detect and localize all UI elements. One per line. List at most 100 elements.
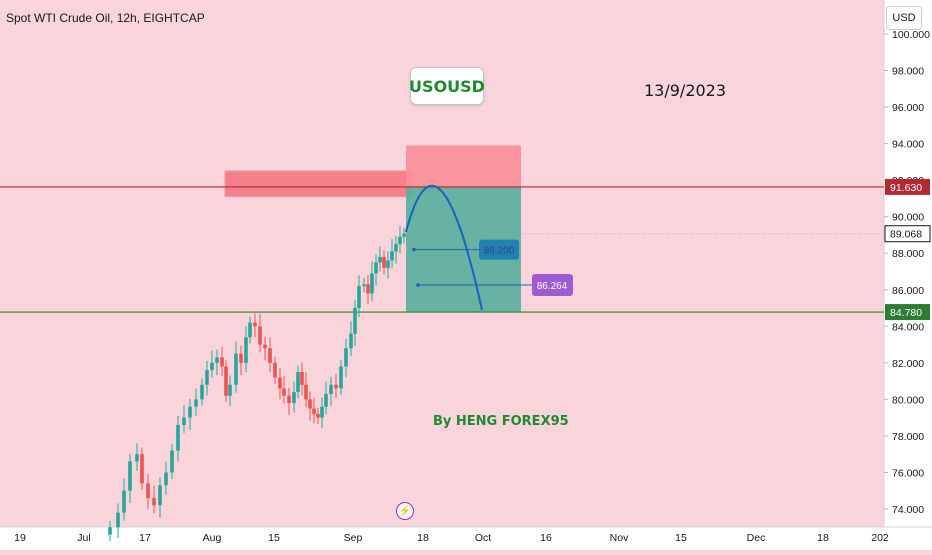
candle-body (320, 406, 324, 418)
y-tick-label: 96.000 (892, 102, 924, 114)
candle-body (398, 236, 402, 245)
y-tick-label: 94.000 (892, 139, 924, 151)
candle-body (239, 353, 243, 363)
candle-body (188, 406, 192, 418)
y-axis-area (884, 0, 932, 550)
candle-body (374, 262, 378, 274)
target-label-2: 86.264 (537, 281, 568, 292)
candle-body (362, 284, 366, 287)
x-tick-label: 18 (417, 532, 429, 544)
candle-body (122, 490, 126, 513)
candle-body (248, 322, 252, 338)
target-label-1: 88.200 (484, 246, 515, 257)
y-tick-label: 80.000 (892, 394, 924, 406)
candle-body (108, 527, 112, 535)
candle-body (210, 362, 214, 371)
author-label: By HENG FOREX95 (433, 414, 569, 429)
candle-body (287, 395, 291, 404)
y-tick-label: 88.000 (892, 248, 924, 260)
candle-body (402, 233, 406, 237)
candle-body (182, 417, 186, 425)
target-label-bg-2 (532, 273, 573, 296)
stop-loss-zone (406, 145, 521, 187)
candle-body (234, 353, 238, 385)
candle-body (390, 251, 394, 261)
y-tick-label: 98.000 (892, 66, 924, 78)
candle-body (200, 384, 204, 400)
candle-body (357, 286, 361, 309)
projection-arc (405, 184, 483, 311)
candle-body (220, 357, 224, 367)
candle-body (176, 424, 180, 451)
y-tick-label: 76.000 (892, 467, 924, 479)
x-tick-label: Jul (77, 532, 90, 544)
x-tick-label: 15 (675, 532, 687, 544)
target-dot-1 (412, 247, 416, 252)
target-dot-2 (416, 283, 420, 287)
candle-body (382, 256, 386, 268)
x-tick-label: 18 (817, 532, 829, 544)
candle-body (158, 485, 162, 506)
candle-body (308, 399, 312, 409)
currency-button[interactable]: USD (886, 6, 922, 30)
candle-body (135, 454, 139, 462)
candle-body (140, 454, 144, 484)
candle-body (386, 260, 390, 268)
chart-title: Spot WTI Crude Oil, 12h, EIGHTCAP (6, 11, 205, 25)
candle-body (273, 362, 277, 378)
y-tick-label: 84.000 (892, 321, 924, 333)
candle-body (296, 371, 300, 393)
x-tick-label: Aug (203, 532, 222, 544)
candle-body (194, 399, 198, 407)
price-label-bg (885, 304, 930, 321)
candle-body (146, 483, 150, 499)
x-tick-label: 19 (14, 532, 26, 544)
y-tick-label: 90.000 (892, 212, 924, 224)
x-tick-label: 15 (268, 532, 280, 544)
candle-body (344, 348, 348, 367)
x-tick-label: 17 (139, 532, 151, 544)
candle-body (370, 273, 374, 294)
candle-body (215, 357, 219, 363)
candle-body (282, 388, 286, 396)
candle-body (258, 326, 262, 345)
x-axis-area (0, 527, 932, 550)
candle-body (304, 384, 308, 400)
candle-body (378, 256, 382, 263)
x-tick-label: 202 (871, 532, 889, 544)
y-tick-label: 74.000 (892, 504, 924, 516)
symbol-label: USOUSD (409, 67, 485, 105)
candle-body (228, 384, 232, 396)
price-label: 89.068 (890, 229, 922, 241)
x-tick-label: 16 (540, 532, 552, 544)
lightning-icon[interactable]: ⚡ (396, 502, 414, 520)
candle-body (292, 392, 296, 404)
candle-body (128, 461, 132, 491)
candle-body (263, 344, 267, 349)
x-tick-label: Sep (344, 532, 363, 544)
candle-body (152, 498, 156, 506)
candle-body (366, 284, 370, 294)
y-tick-label: 100.000 (892, 29, 930, 41)
y-tick-label: 78.000 (892, 431, 924, 443)
candle-body (116, 512, 120, 528)
candle-body (329, 384, 333, 394)
y-tick-label: 82.000 (892, 358, 924, 370)
price-label: 91.630 (890, 182, 922, 194)
price-label-bg (884, 225, 931, 243)
y-tick-label: 86.000 (892, 285, 924, 297)
candle-body (244, 337, 248, 363)
x-tick-label: Nov (610, 532, 629, 544)
supply-zone (224, 170, 414, 198)
candle-body (224, 366, 228, 396)
date-label: 13/9/2023 (644, 81, 727, 100)
candle-body (394, 244, 398, 252)
price-label: 84.780 (890, 307, 922, 319)
candle-body (253, 322, 257, 327)
price-label-bg (885, 178, 930, 195)
candle-body (300, 371, 304, 385)
candle-body (349, 333, 353, 349)
candle-body (324, 393, 328, 407)
candle-body (339, 366, 343, 389)
